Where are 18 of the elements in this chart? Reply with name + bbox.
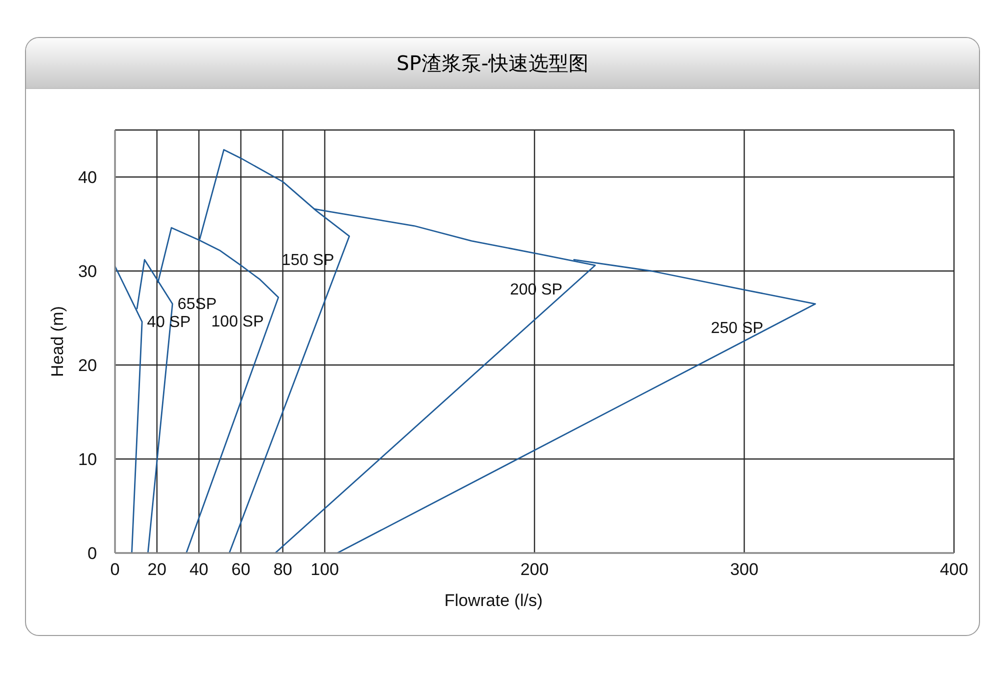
y-tick-label: 30 [78,262,97,282]
chart-title: SP渣浆泵-快速选型图 [396,50,588,76]
y-tick-label: 10 [78,450,97,470]
x-axis-title: Flowrate (l/s) [444,590,543,610]
y-axis-title: Head (m) [48,306,66,377]
y-tick-label: 0 [88,544,97,564]
x-tick-label: 80 [273,560,292,580]
y-tick-label: 40 [78,168,97,188]
x-tick-label: 60 [231,560,250,580]
x-tick-label: 100 [310,560,339,580]
x-tick-label: 0 [110,560,120,580]
x-tick-label: 20 [147,560,166,580]
x-tick-label: 400 [940,560,968,580]
x-tick-label: 40 [189,560,208,580]
y-tick-label: 20 [78,356,97,376]
series-label: 100 SP [211,312,264,330]
x-tick-label: 200 [520,560,549,580]
x-tick-label: 300 [730,560,758,580]
